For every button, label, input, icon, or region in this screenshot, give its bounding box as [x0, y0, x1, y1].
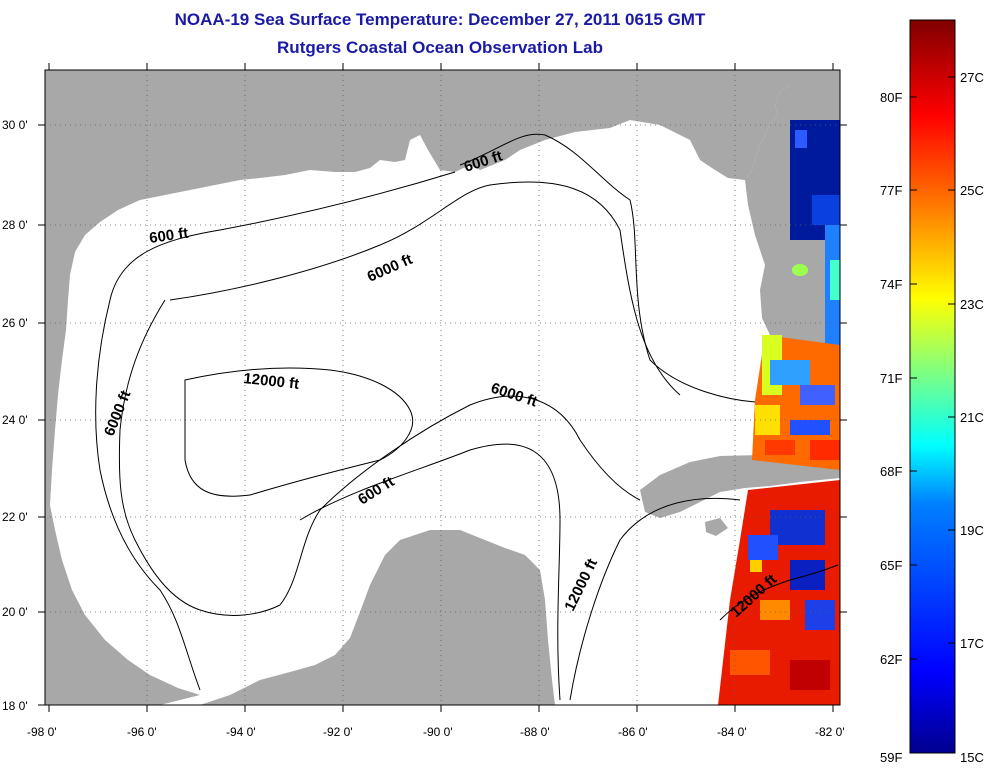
colorbar-label-c: 23C [960, 297, 984, 312]
x-tick-label: -98 0' [27, 725, 57, 739]
colorbar-label-c: 27C [960, 70, 984, 85]
colorbar-label-c: 25C [960, 183, 984, 198]
x-tick-marks [48, 63, 834, 712]
colorbar-label-c: 21C [960, 410, 984, 425]
colorbar-label-f: 59F [880, 750, 902, 765]
contour-12000ft [184, 367, 414, 497]
x-tick-label: -90 0' [423, 725, 453, 739]
y-tick-label: 28 0' [2, 218, 28, 232]
x-tick-label: -86 0' [618, 725, 648, 739]
y-tick-label: 24 0' [2, 413, 28, 427]
colorbar-celsius-ticks [948, 76, 955, 644]
sst-swath-caribbean [718, 480, 840, 705]
y-tick-label: 22 0' [2, 510, 28, 524]
contour-12000ft-east [569, 497, 741, 701]
y-tick-label: 18 0' [2, 699, 28, 713]
land-yucatan [200, 530, 555, 705]
colorbar-label-c: 17C [960, 636, 984, 651]
x-tick-label: -96 0' [127, 725, 157, 739]
contour-6000ft-south [279, 395, 641, 606]
contour-6000ft [169, 181, 681, 396]
contour-600ft-west [95, 171, 456, 691]
contour-label-600ft-a: 600 ft [148, 225, 189, 247]
land-cuba [640, 455, 840, 518]
map-title: NOAA-19 Sea Surface Temperature: Decembe… [174, 10, 706, 29]
y-tick-label: 30 0' [2, 118, 28, 132]
colorbar-label-c: 15C [960, 750, 984, 765]
colorbar-label-f: 74F [880, 277, 902, 292]
colorbar-fahrenheit-ticks [910, 96, 917, 660]
x-tick-label: -94 0' [226, 725, 256, 739]
contour-12000ft-caribbean [719, 564, 839, 621]
map-subtitle: Rutgers Coastal Ocean Observation Lab [277, 38, 603, 57]
x-tick-label: -88 0' [520, 725, 550, 739]
contour-600ft [459, 133, 756, 403]
land-mexico-west [45, 505, 200, 705]
y-tick-label: 26 0' [2, 316, 28, 330]
colorbar-label-f: 77F [880, 183, 902, 198]
contour-6000ft-west [118, 299, 281, 616]
map-frame [44, 69, 841, 706]
sst-swath-keys [752, 335, 840, 470]
colorbar-label-f: 80F [880, 90, 902, 105]
x-tick-label: -82 0' [815, 725, 845, 739]
y-tick-marks [38, 124, 847, 706]
colorbar-label-f: 71F [880, 371, 902, 386]
bathymetry-contours [95, 133, 839, 701]
temperature-colorbar [909, 19, 956, 754]
sst-swath-florida-east [790, 120, 840, 345]
x-tick-label: -84 0' [717, 725, 747, 739]
colorbar-label-c: 19C [960, 523, 984, 538]
colorbar-label-f: 62F [880, 652, 902, 667]
contour-600ft-yucatan [299, 443, 561, 701]
y-tick-label: 20 0' [2, 605, 28, 619]
land-north-gulf-coast [45, 70, 840, 520]
land-isle-of-youth [705, 518, 728, 536]
colorbar-label-f: 68F [880, 464, 902, 479]
colorbar-label-f: 65F [880, 558, 902, 573]
contour-label-12000ft-a: 12000 ft [243, 370, 300, 393]
x-tick-label: -92 0' [323, 725, 353, 739]
